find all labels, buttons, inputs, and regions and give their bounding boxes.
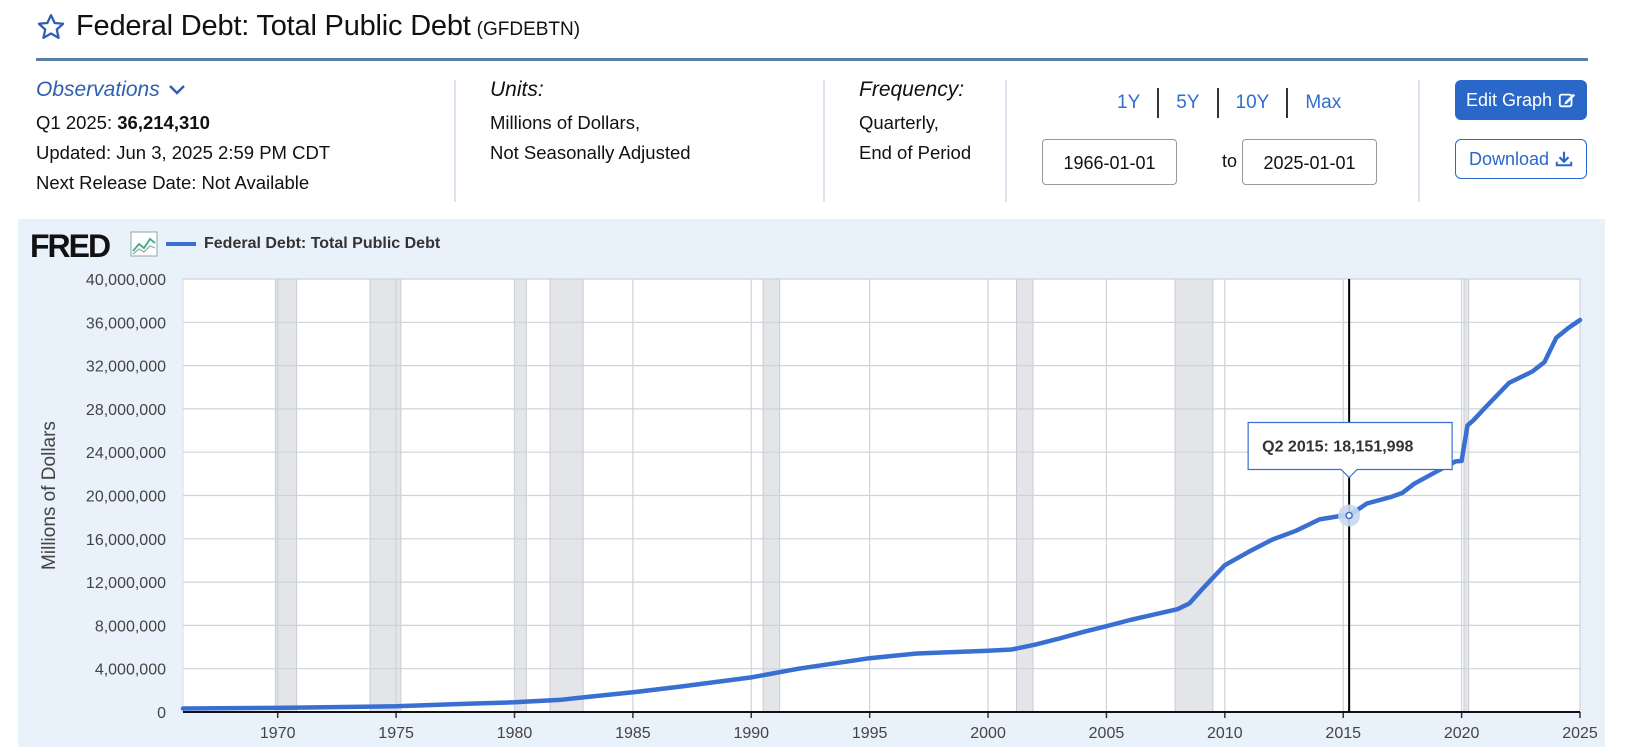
tooltip-box xyxy=(1247,421,1453,479)
observations-label: Observations xyxy=(36,78,160,101)
x-tick-label: 2020 xyxy=(1444,725,1480,742)
next-release-text: Next Release Date: Not Available xyxy=(36,172,310,193)
start-date-input[interactable]: 1966-01-01 xyxy=(1042,139,1177,185)
y-tick-label: 0 xyxy=(157,705,166,722)
tooltip-text: Q2 2015: 18,151,998 xyxy=(1262,439,1413,456)
legend-swatch xyxy=(166,242,196,246)
line-chart-icon[interactable] xyxy=(130,231,158,257)
chevron-down-icon xyxy=(168,85,185,95)
series-line xyxy=(180,317,1583,711)
panel-divider xyxy=(1005,80,1007,202)
panel-divider xyxy=(454,80,456,202)
star-icon[interactable] xyxy=(36,12,66,42)
x-tick-label: 2025 xyxy=(1562,725,1598,742)
units-panel: Units: Millions of Dollars, Not Seasonal… xyxy=(490,78,691,164)
x-tick-label: 1970 xyxy=(260,725,296,742)
range-5y-button[interactable]: 5Y xyxy=(1159,88,1219,118)
y-tick-label: 8,000,000 xyxy=(95,618,166,635)
range-10y-button[interactable]: 10Y xyxy=(1219,88,1289,118)
range-1y-button[interactable]: 1Y xyxy=(1100,88,1160,118)
x-tick-label: 2010 xyxy=(1207,725,1243,742)
units-line2: Not Seasonally Adjusted xyxy=(490,142,691,163)
latest-observation: Q1 2025: 36,214,310 xyxy=(36,112,330,134)
download-button[interactable]: Download xyxy=(1455,139,1587,179)
observations-dropdown[interactable]: Observations xyxy=(36,78,330,102)
x-tick-label: 2005 xyxy=(1089,725,1125,742)
x-tick-label: 1995 xyxy=(852,725,888,742)
series-code: (GFDEBTN) xyxy=(476,18,581,40)
hover-point[interactable] xyxy=(1345,511,1353,520)
panel-divider xyxy=(1418,80,1420,202)
x-tick-label: 1990 xyxy=(733,725,769,742)
frequency-panel: Frequency: Quarterly, End of Period xyxy=(859,78,971,164)
edit-icon xyxy=(1558,93,1576,108)
edit-graph-label: Edit Graph xyxy=(1465,89,1553,110)
x-tick-label: 1980 xyxy=(497,725,533,742)
units-line1: Millions of Dollars, xyxy=(490,112,641,133)
latest-period: Q1 2025: xyxy=(36,112,113,133)
download-icon xyxy=(1555,151,1573,167)
page-header: Federal Debt: Total Public Debt (GFDEBTN… xyxy=(36,10,580,43)
x-tick-label: 1975 xyxy=(378,725,414,742)
y-tick-label: 16,000,000 xyxy=(86,532,166,549)
y-tick-label: 28,000,000 xyxy=(86,402,166,419)
updated-text: Updated: Jun 3, 2025 2:59 PM CDT xyxy=(36,142,331,163)
y-tick-label: 32,000,000 xyxy=(86,359,166,376)
panel-divider xyxy=(823,80,825,202)
download-label: Download xyxy=(1468,148,1550,169)
latest-value: 36,214,310 xyxy=(117,112,210,133)
units-label: Units: xyxy=(490,78,544,101)
title-divider xyxy=(36,58,1588,61)
to-label: to xyxy=(1222,151,1238,171)
x-tick-label: 1985 xyxy=(615,725,651,742)
y-tick-label: 36,000,000 xyxy=(86,315,166,332)
y-tick-label: 40,000,000 xyxy=(86,272,166,289)
x-tick-label: 2015 xyxy=(1325,725,1361,742)
y-tick-label: 20,000,000 xyxy=(86,489,166,506)
end-date-input[interactable]: 2025-01-01 xyxy=(1242,139,1377,185)
y-axis-label: Millions of Dollars xyxy=(39,421,60,570)
edit-graph-button[interactable]: Edit Graph xyxy=(1455,80,1587,120)
x-tick-label: 2000 xyxy=(970,725,1006,742)
tooltip-period: Q2 2015: xyxy=(1262,439,1329,456)
page-title: Federal Debt: Total Public Debt xyxy=(76,10,471,42)
range-max-button[interactable]: Max xyxy=(1305,92,1342,113)
y-tick-label: 4,000,000 xyxy=(95,662,166,679)
chart-legend: Federal Debt: Total Public Debt xyxy=(166,235,440,253)
y-tick-label: 12,000,000 xyxy=(86,575,166,592)
observations-panel: Observations Q1 2025: 36,214,310 Updated… xyxy=(36,78,330,194)
range-buttons: 1Y 5Y 10Y Max xyxy=(1100,88,1358,118)
tooltip-value: 18,151,998 xyxy=(1329,439,1414,456)
y-tick-label: 24,000,000 xyxy=(86,445,166,462)
frequency-line2: End of Period xyxy=(859,142,972,163)
frequency-label: Frequency: xyxy=(859,78,965,101)
frequency-line1: Quarterly, xyxy=(859,112,939,133)
fred-logo: FRED xyxy=(30,228,111,264)
legend-label: Federal Debt: Total Public Debt xyxy=(204,235,441,252)
